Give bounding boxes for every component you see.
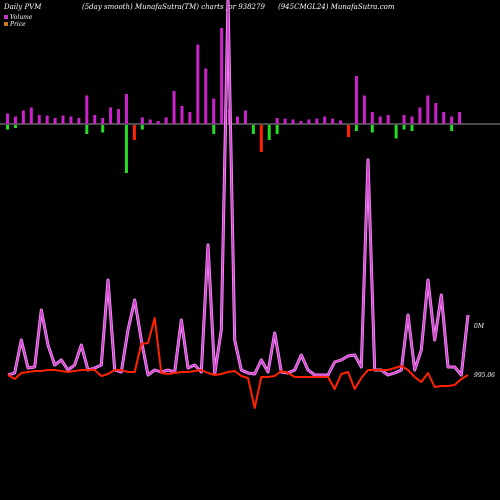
chart-title-left: Daily PVM [3,3,42,11]
volume-bar-up [124,94,128,124]
volume-bar-down [275,125,279,134]
volume-bar-down [402,125,406,130]
volume-bar-up [339,120,343,124]
volume-bar-up [180,106,184,124]
legend-price-label: Price [9,21,26,28]
volume-bar-up [386,115,390,124]
volume-bar-up [148,119,152,124]
volume-line [7,0,469,376]
volume-bar-up [450,116,454,124]
volume-bar-up [299,121,303,124]
volume-bar-up [458,112,462,124]
volume-bar-up [362,95,366,124]
volume-bar-up [370,112,374,124]
volume-bar-up [236,116,239,124]
volume-bars [6,28,462,173]
volume-bar-up [37,115,41,124]
volume-bar-up [156,121,160,124]
volume-bar-up [442,112,446,124]
volume-bar-up [140,117,144,124]
chart-title-center: (5day smooth) MunafaSutra(TM) charts for… [82,3,265,11]
volume-bar-up [378,116,382,124]
volume-bar-up [21,110,25,124]
volume-bar-up [29,107,33,124]
volume-bar-down [251,125,255,134]
price-value-label: 995.06 [474,372,495,379]
volume-bar-up [188,112,192,124]
price-line [7,317,469,409]
volume-bar-up [45,115,49,124]
volume-bar-up [402,115,406,124]
price-volume-lines [7,0,470,409]
volume-bar-down [132,125,136,140]
volume-bar-down [140,125,144,130]
volume-bar-down [347,125,351,137]
volume-bar-up [220,28,224,124]
volume-bar-up [307,119,311,124]
volume-bar-up [109,107,113,124]
volume-bar-down [394,125,398,139]
volume-bar-down [124,125,128,173]
volume-bar-down [450,125,454,131]
volume-bar-up [434,103,438,124]
volume-bar-down [259,125,263,152]
volume-bar-up [77,118,81,124]
volume-bar-up [117,109,121,124]
volume-bar-up [172,91,176,124]
volume-bar-up [354,76,358,124]
volume-bar-down [85,125,89,134]
volume-bar-up [85,95,89,124]
volume-bar-up [204,68,208,124]
volume-bar-up [275,118,279,124]
chart-title-right: (945CMGL24) MunafaSutra.com [278,3,395,11]
volume-bar-up [101,118,105,124]
volume-bar-down [354,125,358,131]
volume-bar-up [196,44,200,124]
volume-bar-up [164,117,168,124]
volume-bar-up [69,116,73,124]
volume-bar-down [212,125,216,134]
volume-bar-up [418,107,422,124]
volume-bar-up [291,119,295,124]
volume-bar-up [61,115,65,124]
legend-price-swatch [4,22,8,26]
volume-bar-down [370,125,374,133]
legend-volume-label: Volume [10,14,33,21]
volume-bar-up [6,113,9,124]
volume-bar-up [13,116,17,124]
volume-bar-up [283,118,287,124]
volume-bar-down [410,125,414,131]
volume-bar-up [53,118,57,124]
volume-line-glow [7,0,470,377]
volume-bar-up [315,118,319,124]
volume-bar-up [243,110,247,124]
volume-bar-up [212,98,216,124]
volume-bar-up [93,115,97,124]
volume-bar-up [323,116,327,124]
volume-bar-up [331,118,335,124]
volume-bar-up [410,116,414,124]
volume-bar-down [13,125,17,128]
legend-volume-swatch [4,15,8,19]
volume-value-label: 0M [474,323,485,330]
volume-bar-down [267,125,271,140]
volume-bar-down [101,125,105,133]
volume-bar-up [426,95,430,124]
volume-bar-down [6,125,9,130]
